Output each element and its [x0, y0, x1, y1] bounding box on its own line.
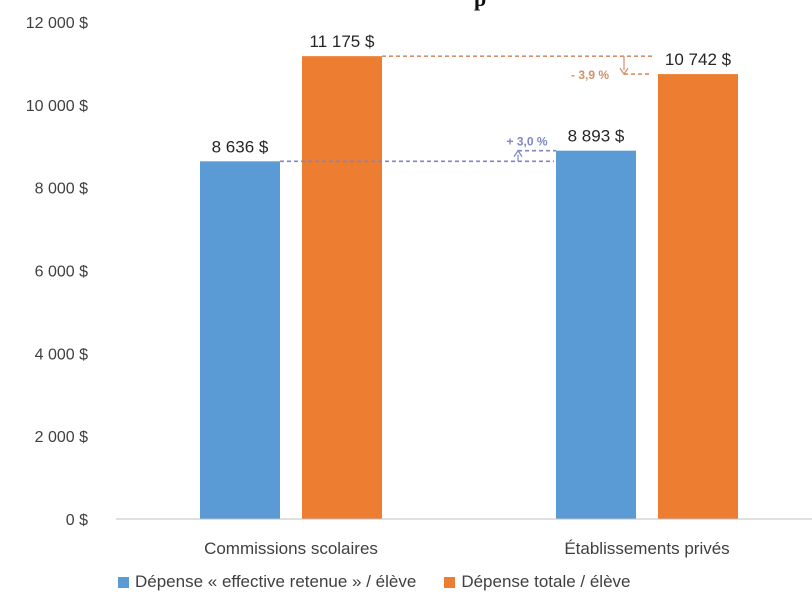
annotation-label: - 3,9 %	[571, 68, 609, 82]
annotations: + 3,0 % - 3,9 %	[280, 55, 652, 163]
x-category-label: Commissions scolaires	[204, 539, 378, 558]
data-label: 10 742 $	[665, 50, 732, 69]
legend-item-effective: Dépense « effective retenue » / élève	[118, 572, 416, 592]
legend-label-effective: Dépense « effective retenue » / élève	[135, 572, 417, 591]
bar-effective-0	[200, 161, 280, 519]
y-tick-label: 6 000 $	[35, 264, 88, 281]
y-tick-label: 2 000 $	[35, 429, 88, 446]
data-label: 8 636 $	[212, 137, 269, 156]
data-labels: 8 636 $ 8 893 $ 11 175 $ 10 742 $	[212, 32, 732, 156]
y-tick-label: 10 000 $	[26, 98, 88, 115]
annotation-arrow-head	[513, 149, 523, 158]
chart-title-fragment: p	[474, 0, 486, 11]
bar-effective-1	[556, 150, 636, 519]
x-category-label: Établissements privés	[564, 539, 729, 558]
data-label: 8 893 $	[568, 127, 625, 146]
bars	[200, 56, 738, 519]
x-axis-categories: Commissions scolaires Établissements priv…	[204, 539, 730, 558]
y-tick-label: 4 000 $	[35, 346, 88, 363]
legend-swatch-total	[444, 576, 456, 588]
annotation-label: + 3,0 %	[506, 135, 547, 149]
y-tick-label: 8 000 $	[35, 181, 88, 198]
annotation-arrow-head	[619, 67, 629, 76]
legend-item-total: Dépense totale / élève	[444, 572, 631, 592]
data-label: 11 175 $	[310, 32, 375, 51]
bar-total-0	[302, 56, 382, 519]
y-tick-label: 0 $	[66, 512, 88, 529]
legend: Dépense « effective retenue » / élève Dé…	[118, 572, 659, 592]
legend-swatch-effective	[118, 576, 129, 588]
y-tick-label: 12 000 $	[26, 15, 88, 32]
legend-label-total: Dépense totale / élève	[461, 572, 631, 591]
y-axis: 0 $ 2 000 $ 4 000 $ 6 000 $ 8 000 $ 10 000 $ 1…	[26, 15, 88, 529]
bar-total-1	[658, 74, 738, 519]
